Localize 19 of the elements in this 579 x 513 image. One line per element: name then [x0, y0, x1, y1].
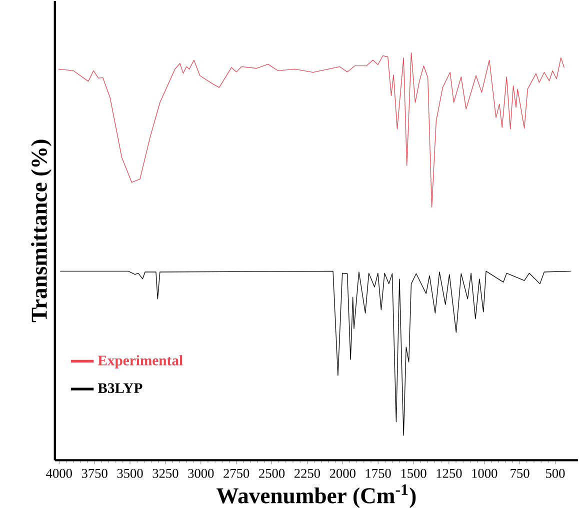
- x-tick-label: 2000: [330, 468, 356, 478]
- x-tick-label: 3250: [152, 468, 178, 478]
- x-tick-label: 1750: [366, 468, 391, 478]
- legend-label: B3LYP: [98, 383, 142, 394]
- x-tick-label: 1500: [401, 468, 426, 478]
- y-axis-title: Transmittance (%): [31, 140, 52, 322]
- x-tick-label: 1000: [472, 468, 498, 478]
- x-tick-label: 2250: [294, 468, 320, 478]
- legend-label: Experimental: [98, 355, 183, 368]
- x-tick-label: 3000: [188, 468, 214, 478]
- x-tick-label: 2750: [224, 468, 250, 478]
- x-tick-label: 500: [546, 468, 565, 478]
- x-tick-label: 3500: [117, 468, 143, 478]
- x-tick-label: 2500: [259, 468, 285, 478]
- x-tick-label: 1250: [436, 468, 462, 478]
- x-tick-label: 750: [510, 468, 530, 478]
- x-tick-label: 4000: [46, 468, 72, 478]
- x-axis-title: Wavenumber (Cm$^{-1}$): [216, 484, 416, 508]
- x-tick-label: 3750: [82, 468, 108, 478]
